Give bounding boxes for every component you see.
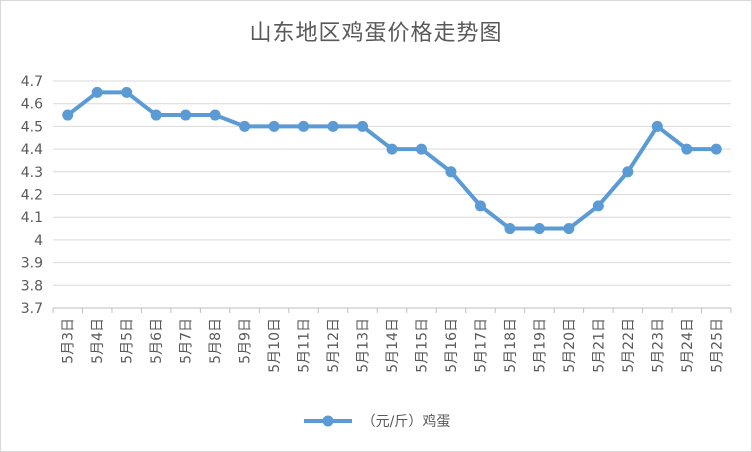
data-point — [710, 143, 722, 155]
series-line — [65, 90, 719, 231]
y-tick-label: 4 — [34, 233, 43, 249]
x-tick-label: 5月8日 — [208, 318, 224, 364]
y-tick-label: 4.3 — [21, 165, 43, 181]
data-point — [268, 120, 280, 132]
x-tick-label: 5月10日 — [267, 318, 283, 373]
data-point — [209, 109, 221, 121]
legend-line-marker — [303, 415, 352, 427]
x-tick-label: 5月23日 — [650, 318, 666, 373]
x-tick-label: 5月18日 — [503, 318, 519, 373]
y-tick-label: 4.2 — [21, 188, 43, 204]
x-tick-label: 5月19日 — [532, 318, 548, 373]
data-point — [622, 166, 634, 178]
data-point — [91, 86, 103, 98]
x-tick-label: 5月6日 — [149, 318, 165, 364]
y-tick-label: 3.9 — [21, 256, 43, 272]
x-tick-label: 5月17日 — [473, 318, 489, 373]
chart-title: 山东地区鸡蛋价格走势图 — [249, 21, 503, 46]
y-tick-label: 3.8 — [21, 278, 43, 294]
x-tick-label: 5月14日 — [385, 318, 401, 373]
x-tick-label: 5月7日 — [179, 318, 195, 364]
x-tick-label: 5月4日 — [90, 318, 106, 364]
x-tick-label: 5月13日 — [356, 318, 372, 373]
x-tick-label: 5月3日 — [61, 318, 77, 364]
data-point — [121, 86, 133, 98]
x-tick-label: 5月25日 — [709, 318, 725, 373]
data-point — [651, 120, 663, 132]
x-tick-label: 5月16日 — [444, 318, 460, 373]
data-point — [150, 109, 162, 121]
data-point — [239, 120, 251, 132]
data-point — [415, 143, 427, 155]
x-tick-label: 5月21日 — [591, 318, 607, 373]
data-point — [327, 120, 339, 132]
x-tick-label: 5月5日 — [120, 318, 136, 364]
legend: （元/斤）鸡蛋 — [1, 411, 751, 431]
y-tick-label: 4.7 — [21, 74, 43, 90]
y-tick-label: 3.7 — [21, 301, 43, 317]
data-point — [533, 223, 545, 235]
y-tick-label: 4.4 — [21, 142, 43, 158]
x-tick-label: 5月12日 — [326, 318, 342, 373]
data-point — [563, 223, 575, 235]
data-point — [180, 109, 192, 121]
legend-label: （元/斤）鸡蛋 — [361, 414, 451, 430]
data-point — [504, 223, 516, 235]
x-tick-label: 5月11日 — [297, 318, 313, 373]
data-point — [474, 200, 486, 212]
x-tick-label: 5月22日 — [621, 318, 637, 373]
data-point — [298, 120, 310, 132]
x-tick-label: 5月20日 — [562, 318, 578, 373]
data-point — [681, 143, 693, 155]
data-point — [445, 166, 457, 178]
data-point — [357, 120, 369, 132]
x-tick-label: 5月9日 — [238, 318, 254, 364]
y-tick-label: 4.1 — [21, 210, 43, 226]
data-point — [62, 109, 74, 121]
x-tick-label: 5月15日 — [414, 318, 430, 373]
y-tick-label: 4.6 — [21, 97, 43, 113]
data-point — [592, 200, 604, 212]
y-tick-label: 4.5 — [21, 119, 43, 135]
data-point — [386, 143, 398, 155]
x-tick-label: 5月24日 — [680, 318, 696, 373]
